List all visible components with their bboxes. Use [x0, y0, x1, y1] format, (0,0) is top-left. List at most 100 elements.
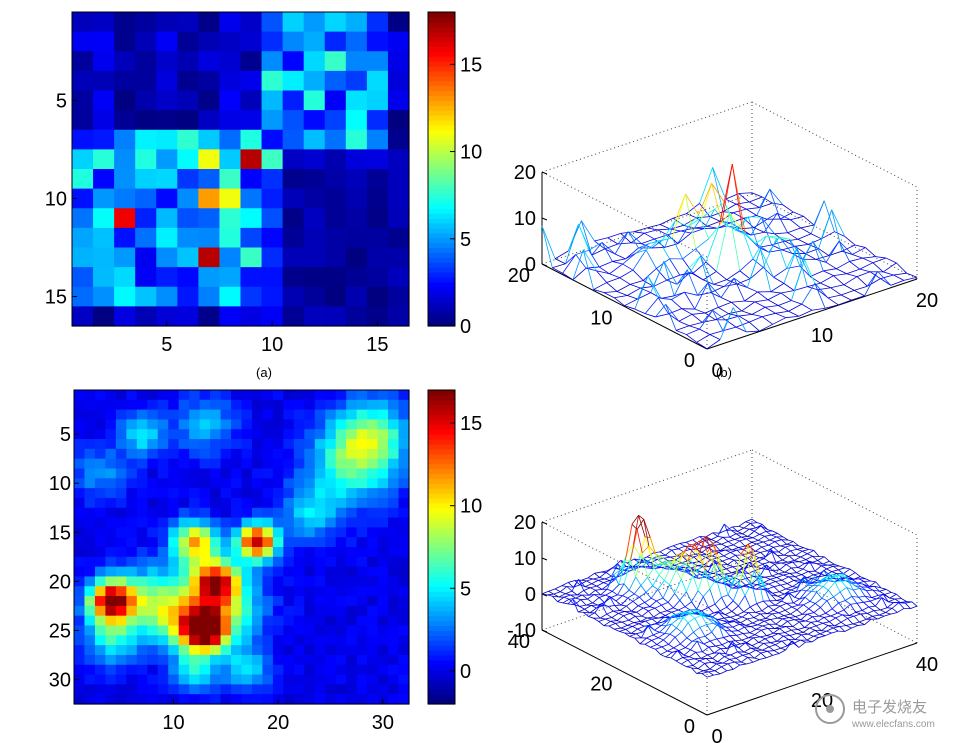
sf-b-mesh-line: [867, 278, 881, 287]
heatmap-a-cell: [240, 267, 263, 288]
sf-d-mesh-line: [709, 614, 717, 620]
heatmap-c-cell: [304, 547, 316, 558]
sf-d-mesh-line: [881, 597, 888, 608]
sf-d-mesh-line: [745, 642, 753, 646]
heatmap-c-cell: [220, 419, 232, 430]
sf-d-mesh-line: [674, 631, 682, 638]
heatmap-c-cell: [84, 694, 96, 705]
sf-b-mesh-line: [632, 269, 644, 281]
heatmap-c-cell: [189, 596, 201, 607]
heatmap-a-cell: [93, 286, 115, 307]
sf-d-mesh-line: [817, 556, 825, 561]
sf-d-mesh-line: [746, 637, 754, 643]
sf-d-mesh-line: [743, 523, 751, 529]
sf-d-mesh-line: [713, 673, 721, 676]
heatmap-c-cell: [335, 527, 347, 538]
heatmap-c-cell: [94, 674, 107, 685]
sf-d-mesh-line: [642, 545, 650, 554]
sf-d-mesh-line: [770, 617, 778, 620]
sf-b-mesh-line: [808, 238, 822, 245]
sf-d-mesh-line: [714, 543, 722, 546]
heatmap-c-cell: [157, 586, 169, 597]
sf-d-mesh-line: [846, 625, 852, 629]
watermark-url: www.elecfans.com: [851, 719, 935, 730]
sf-b-mesh-line: [844, 236, 856, 246]
heatmap-a-cell: [303, 110, 326, 131]
colorbar-a-band: [428, 95, 455, 101]
heatmap-c-cell: [84, 527, 96, 538]
sf-b-mesh-line: [735, 203, 747, 210]
heatmap-c-cell: [136, 645, 148, 656]
sf-b-mesh-line: [699, 310, 713, 330]
heatmap-c-cell: [189, 684, 201, 695]
heatmap-c-cell: [178, 527, 190, 538]
sf-d-mesh-line: [743, 647, 751, 653]
sf-d-mesh-line: [598, 597, 605, 603]
heatmap-c-cell: [377, 390, 389, 401]
heatmap-c-cell: [126, 419, 138, 430]
heatmap-c-cell: [241, 547, 253, 558]
heatmap-c-cell: [126, 439, 138, 450]
heatmap-c-cell: [304, 635, 316, 646]
heatmap-c-cell: [314, 684, 326, 695]
sf-d-mesh-line: [574, 599, 582, 606]
heatmap-c-cell: [272, 645, 284, 656]
sf-d-mesh-line: [816, 563, 822, 567]
sf-d-mesh-line: [647, 577, 653, 586]
sf-d-mesh-line: [834, 621, 842, 627]
sf-d-mesh-line: [621, 621, 628, 626]
sf-d-mesh-line: [603, 582, 609, 585]
sf-b-mesh-line: [769, 188, 784, 206]
sf-d-mesh-line: [831, 630, 839, 634]
sf-b-mesh-line: [707, 282, 722, 298]
heatmap-c-cell: [241, 684, 253, 695]
sf-d-mesh-line: [776, 598, 784, 601]
sf-d-mesh-line: [720, 624, 727, 628]
colorbar-c-band: [428, 502, 455, 509]
heatmap-c-cell: [398, 684, 410, 695]
heatmap-c-cell: [377, 527, 389, 538]
sf-d-mesh-line: [662, 597, 669, 603]
heatmap-c-cell: [168, 527, 180, 538]
sf-d-mesh-line: [727, 541, 734, 546]
heatmap-c-cell: [283, 497, 295, 509]
heatmap-c-cell: [314, 527, 326, 538]
colorbar-a-band: [428, 100, 455, 106]
heatmap-c-cell: [220, 664, 232, 676]
sf-d-mesh-line: [541, 593, 548, 596]
sf-b-mesh-line: [700, 255, 712, 293]
heatmap-c-cell: [94, 566, 107, 578]
sf-b-mesh-line: [780, 292, 792, 301]
sf-d-mesh-line: [770, 549, 778, 556]
sf-d-mesh-line: [725, 641, 733, 655]
heatmap-c-cell: [94, 596, 107, 607]
heatmap-c-cell: [178, 439, 190, 450]
sf-d-mesh-line: [718, 566, 725, 575]
sf-b-mesh-line: [678, 320, 690, 327]
sf-b-mesh-line: [694, 282, 709, 310]
sf-d-mesh-line: [773, 647, 781, 651]
heatmap-a-cell: [303, 188, 326, 209]
sf-d-mesh-line: [646, 637, 652, 641]
sf-b-mesh-line: [729, 212, 743, 231]
sf-d-mesh-line: [665, 561, 673, 566]
heatmap-c-cell: [335, 497, 347, 509]
sf-d-mesh-line: [781, 592, 789, 602]
sf-d-mesh-line: [661, 556, 668, 562]
heatmap-c-cell: [105, 390, 117, 401]
sf-b-mesh-line: [695, 238, 710, 250]
heatmap-c-cell: [199, 478, 211, 489]
sf-d-mesh-line: [773, 605, 781, 611]
sf-d-mesh-line: [696, 670, 704, 674]
heatmap-c-cell: [189, 556, 201, 568]
heatmap-c-cell: [346, 645, 358, 656]
heatmap-c-ytick-label: 30: [49, 669, 71, 691]
sf-d-mesh-line: [673, 543, 680, 547]
sf-d-mesh-line: [730, 654, 737, 659]
heatmap-c-cell: [325, 566, 337, 578]
heatmap-c-cell: [283, 625, 295, 636]
sf-b-mesh-line: [669, 258, 681, 276]
heatmap-c-cell: [388, 556, 400, 568]
sf-d-mesh-line: [820, 600, 828, 608]
colorbar-a-band: [428, 36, 455, 43]
